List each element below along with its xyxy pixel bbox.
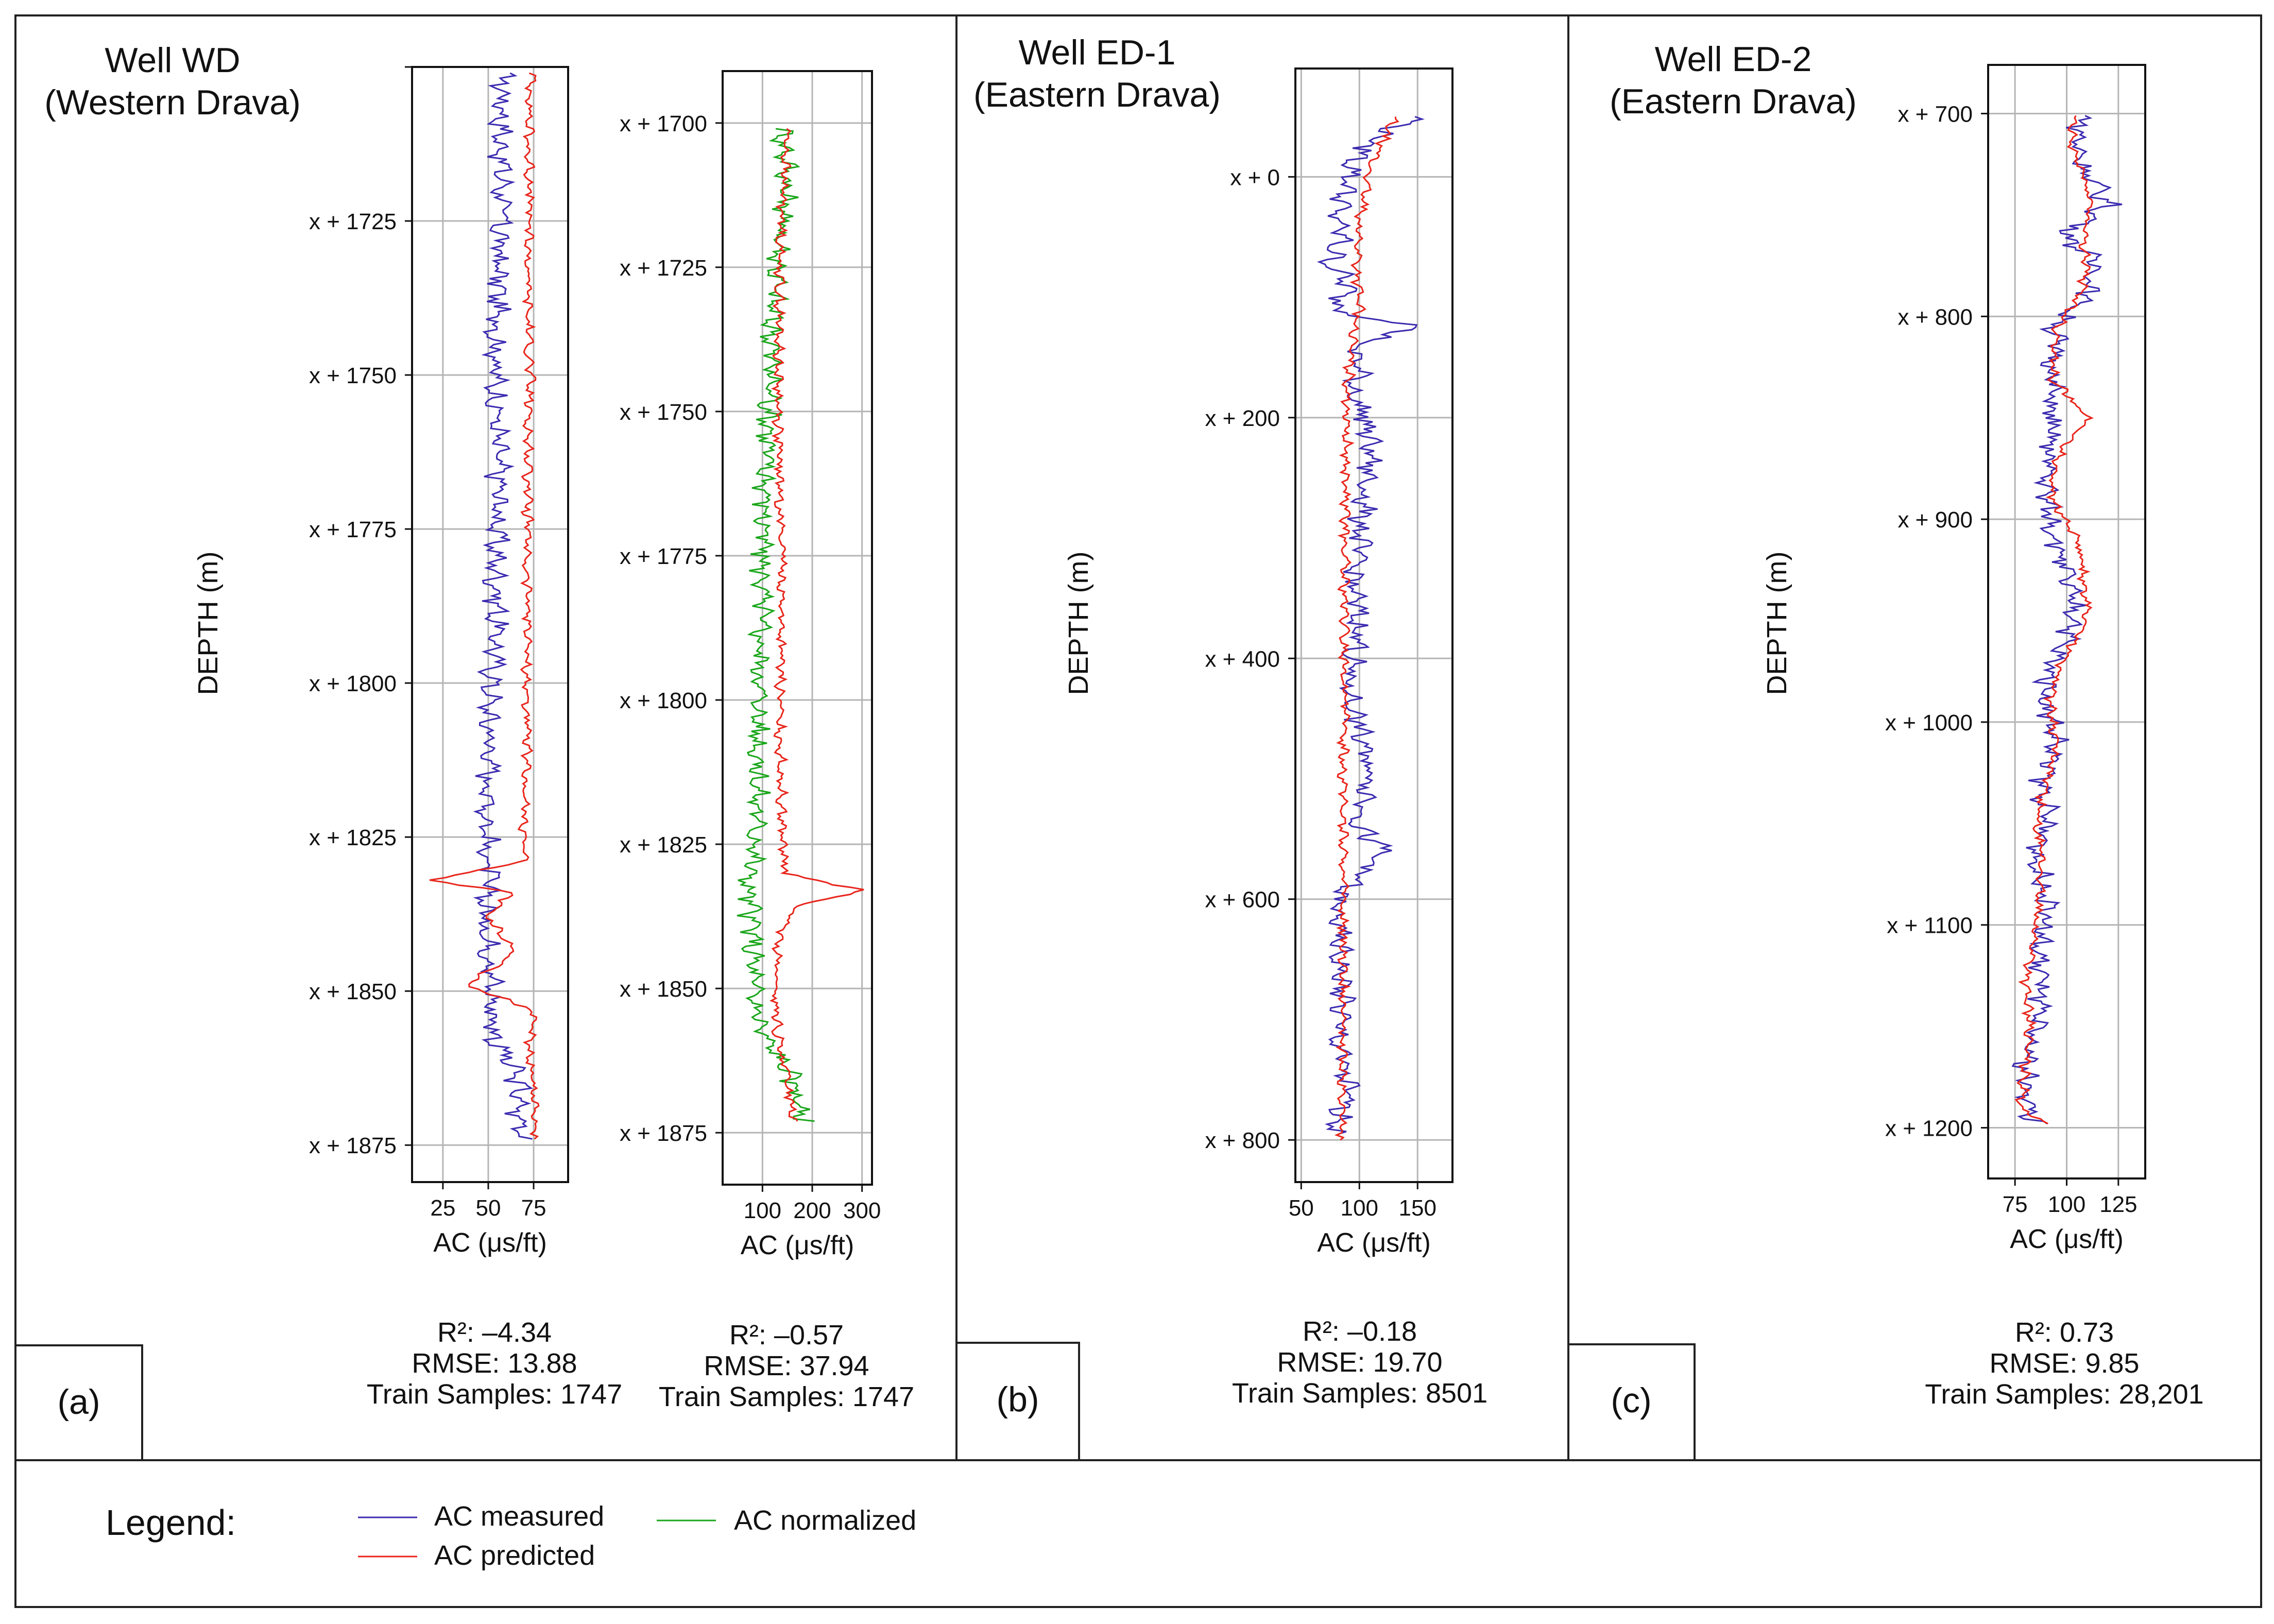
wd_2-xtick-label-200: 200 — [793, 1198, 831, 1223]
wd_2-ytick-label-1775: x + 1775 — [620, 544, 707, 569]
ed2-stat-r2: R²: 0.73 — [2015, 1317, 2114, 1348]
chart-wd-normalized-vs-predicted: 100 200 300 x + 1700 x + 1725 x + 1750 x + 177… — [620, 70, 914, 1412]
wd_2-ytick-label-1875: x + 1875 — [620, 1121, 707, 1146]
panel-label-b: (b) — [996, 1380, 1039, 1419]
wd_1-ytick-label-1875: x + 1875 — [309, 1133, 397, 1158]
ed1-xtick-label-100: 100 — [1341, 1195, 1378, 1221]
ed1-series-ac-measured — [1316, 116, 1425, 1135]
panel-a-title-line2: (Western Drava) — [44, 83, 301, 122]
wd_1-ytick-label-1825: x + 1825 — [309, 825, 397, 850]
ed1-stat-train: Train Samples: 8501 — [1232, 1378, 1487, 1409]
ed1-ytick-label-200: x + 200 — [1205, 406, 1280, 431]
wd_2-axes-frame — [722, 70, 873, 1186]
ed1-axes-frame — [1294, 67, 1454, 1183]
wd_1-xtick-label-75: 75 — [521, 1195, 546, 1221]
wd_1-ytick-label-1725: x + 1725 — [309, 209, 397, 234]
wd_2-stat-train: Train Samples: 1747 — [659, 1381, 914, 1412]
ed2-xtick-label-75: 75 — [2003, 1192, 2028, 1217]
wd_1-xlabel: AC (μs/ft) — [433, 1228, 547, 1258]
ed2-stat-rmse: RMSE: 9.85 — [1989, 1348, 2139, 1379]
ed1-ytick-label-600: x + 600 — [1205, 887, 1280, 913]
ed1-ytick-label-800: x + 800 — [1205, 1128, 1280, 1153]
wd_1-stat-rmse: RMSE: 13.88 — [412, 1348, 577, 1379]
ed2-ytick-label-700: x + 700 — [1897, 102, 1973, 127]
legend-label-measured: AC measured — [434, 1501, 604, 1532]
wd_1-ytick-label-1850: x + 1850 — [309, 979, 397, 1004]
chart-wd-measured-vs-predicted: 25 50 75 x + 1725 x + 1750 x + 1775 x + 1800 x … — [309, 66, 622, 1410]
label-box-c — [1568, 1343, 1696, 1460]
ed2-xtick-label-100: 100 — [2048, 1192, 2085, 1217]
ed2-series-ac-measured — [2011, 115, 2123, 1124]
wd_2-xtick-label-300: 300 — [843, 1198, 881, 1223]
wd_2-stat-r2: R²: –0.57 — [729, 1320, 844, 1351]
wd_2-stat-rmse: RMSE: 37.94 — [704, 1351, 869, 1381]
label-box-a — [15, 1344, 143, 1460]
legend-label-predicted: AC predicted — [434, 1540, 595, 1571]
ed1-ylabel: DEPTH (m) — [1063, 552, 1094, 695]
panel-label-a: (a) — [57, 1382, 100, 1422]
chart-ed2: 75 100 125 x + 700 x + 800 x + 900 x + 1000 x +… — [1885, 64, 2204, 1410]
wd_2-ytick-label-1825: x + 1825 — [620, 832, 707, 858]
wd_1-ytick-label-1775: x + 1775 — [309, 517, 397, 542]
ed2-xtick-label-125: 125 — [2099, 1192, 2137, 1217]
legend-title: Legend: — [106, 1502, 236, 1543]
ed2-series-ac-predicted — [2014, 115, 2094, 1125]
ed1-stat-rmse: RMSE: 19.70 — [1277, 1347, 1442, 1378]
wd_2-ytick-label-1750: x + 1750 — [620, 400, 707, 425]
wd_1-ytick-label-1800: x + 1800 — [309, 671, 397, 696]
wd_2-ytick-label-1850: x + 1850 — [620, 977, 707, 1002]
wd_1-xtick-label-50: 50 — [476, 1195, 501, 1221]
wd_2-series-ac-normalized — [737, 128, 815, 1122]
chart-ed1: 50 100 150 x + 0 x + 200 x + 400 x + 600 x + 80… — [1205, 67, 1487, 1409]
wd_2-ytick-label-1800: x + 1800 — [620, 688, 707, 713]
wd_1-series-ac-measured — [473, 72, 534, 1140]
panel-b-title-line2: (Eastern Drava) — [973, 75, 1221, 114]
panel-c-title-line1: Well ED-2 — [1655, 40, 1812, 79]
wd_1-ytick-label-1750: x + 1750 — [309, 363, 397, 388]
ed2-ytick-label-1100: x + 1100 — [1887, 913, 1973, 938]
ed2-xlabel: AC (μs/ft) — [2010, 1224, 2124, 1254]
panel-labels: (a) (b) (c) — [57, 1380, 1651, 1422]
y-axis-titles: DEPTH (m) DEPTH (m) DEPTH (m) — [193, 552, 1792, 695]
wd_1-xtick-label-25: 25 — [430, 1195, 455, 1221]
ed2-ylabel: DEPTH (m) — [1762, 552, 1792, 695]
ed1-xtick-label-150: 150 — [1399, 1195, 1437, 1221]
ed1-xlabel: AC (μs/ft) — [1317, 1228, 1431, 1258]
figure-frame — [14, 14, 2262, 1608]
legend: Legend: AC measured AC predicted AC norm… — [106, 1501, 916, 1571]
wd_2-series-ac-predicted — [769, 128, 864, 1122]
wd_2-xlabel: AC (μs/ft) — [741, 1230, 854, 1260]
panel-titles: Well WD (Western Drava) Well ED-1 (Easte… — [44, 33, 1857, 122]
wd_1-stat-train: Train Samples: 1747 — [367, 1379, 622, 1410]
wd_1-stat-r2: R²: –4.34 — [437, 1317, 552, 1348]
wd_1-series-ac-predicted — [429, 72, 540, 1140]
wd_1-axes-frame — [411, 66, 569, 1183]
legend-label-normalized: AC normalized — [734, 1505, 916, 1536]
ed1-ytick-label-0: x + 0 — [1230, 165, 1280, 190]
ed2-ytick-label-800: x + 800 — [1897, 304, 1973, 330]
ed1-stat-r2: R²: –0.18 — [1303, 1316, 1417, 1347]
panel-c-title-line2: (Eastern Drava) — [1610, 82, 1857, 121]
ed2-ytick-label-1200: x + 1200 — [1885, 1116, 1973, 1141]
panel-b-title-line1: Well ED-1 — [1019, 33, 1176, 72]
wd_2-ytick-label-1700: x + 1700 — [620, 111, 707, 136]
ed2-ytick-label-900: x + 900 — [1897, 507, 1973, 533]
ed1-xtick-label-50: 50 — [1289, 1195, 1314, 1221]
outer-border — [14, 14, 2262, 1608]
wd_2-ytick-label-1725: x + 1725 — [620, 255, 707, 281]
wd-ylabel: DEPTH (m) — [193, 552, 224, 695]
ed2-ytick-label-1000: x + 1000 — [1885, 710, 1973, 736]
panel-a-title-line1: Well WD — [105, 41, 240, 80]
panel-label-c: (c) — [1611, 1381, 1651, 1420]
ed1-ytick-label-400: x + 400 — [1205, 646, 1280, 672]
wd_2-xtick-label-100: 100 — [744, 1198, 781, 1223]
ed1-series-ac-predicted — [1334, 116, 1399, 1141]
ed2-stat-train: Train Samples: 28,201 — [1925, 1379, 2203, 1410]
label-box-b — [956, 1342, 1080, 1460]
